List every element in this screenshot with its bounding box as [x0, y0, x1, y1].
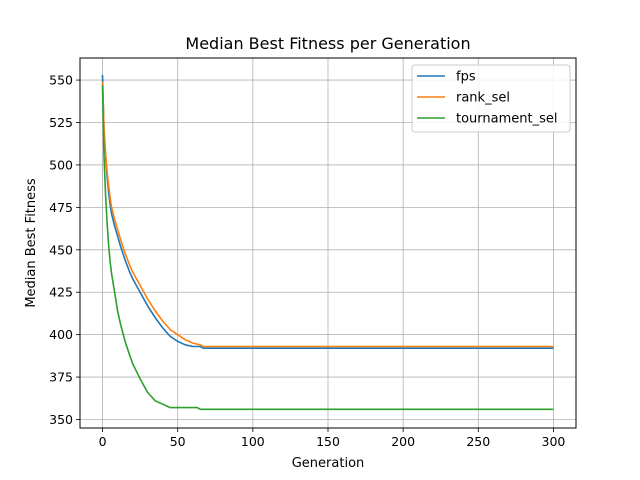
y-axis-label: Median Best Fitness — [24, 178, 39, 308]
y-tick-label: 500 — [49, 157, 73, 172]
x-tick-label: 200 — [391, 434, 415, 449]
y-tick-label: 350 — [49, 412, 73, 427]
y-tick-label: 525 — [49, 115, 73, 130]
series-layer — [101, 74, 554, 411]
y-tick-label: 425 — [49, 285, 73, 300]
x-tick-label: 0 — [99, 434, 107, 449]
x-tick-label: 300 — [542, 434, 566, 449]
y-tick-label: 450 — [49, 242, 73, 257]
legend-label: fps — [456, 70, 476, 85]
x-tick-label: 150 — [316, 434, 340, 449]
y-tick-label: 550 — [49, 73, 73, 88]
legend-box — [411, 64, 571, 133]
x-tick-label: 50 — [170, 434, 186, 449]
y-tick-label: 400 — [49, 327, 73, 342]
legend: fps rank_sel tournament_sel — [411, 64, 571, 133]
x-axis-label: Generation — [292, 456, 365, 471]
y-tick-label: 475 — [49, 200, 73, 215]
legend-label: tournament_sel — [456, 112, 558, 127]
x-tick-label: 100 — [241, 434, 265, 449]
legend-label: rank_sel — [456, 91, 510, 106]
chart-title: Median Best Fitness per Generation — [185, 34, 470, 53]
x-tick-label: 250 — [466, 434, 490, 449]
grid — [80, 58, 576, 428]
series-line-rank-sel — [101, 81, 554, 348]
series-line-tournament-sel — [101, 85, 554, 411]
series-line-fps — [101, 74, 554, 350]
ticks: 0 50 100 150 200 250 300 350 375 400 425 450 475 500 5… — [49, 73, 565, 449]
y-tick-label: 375 — [49, 370, 73, 385]
